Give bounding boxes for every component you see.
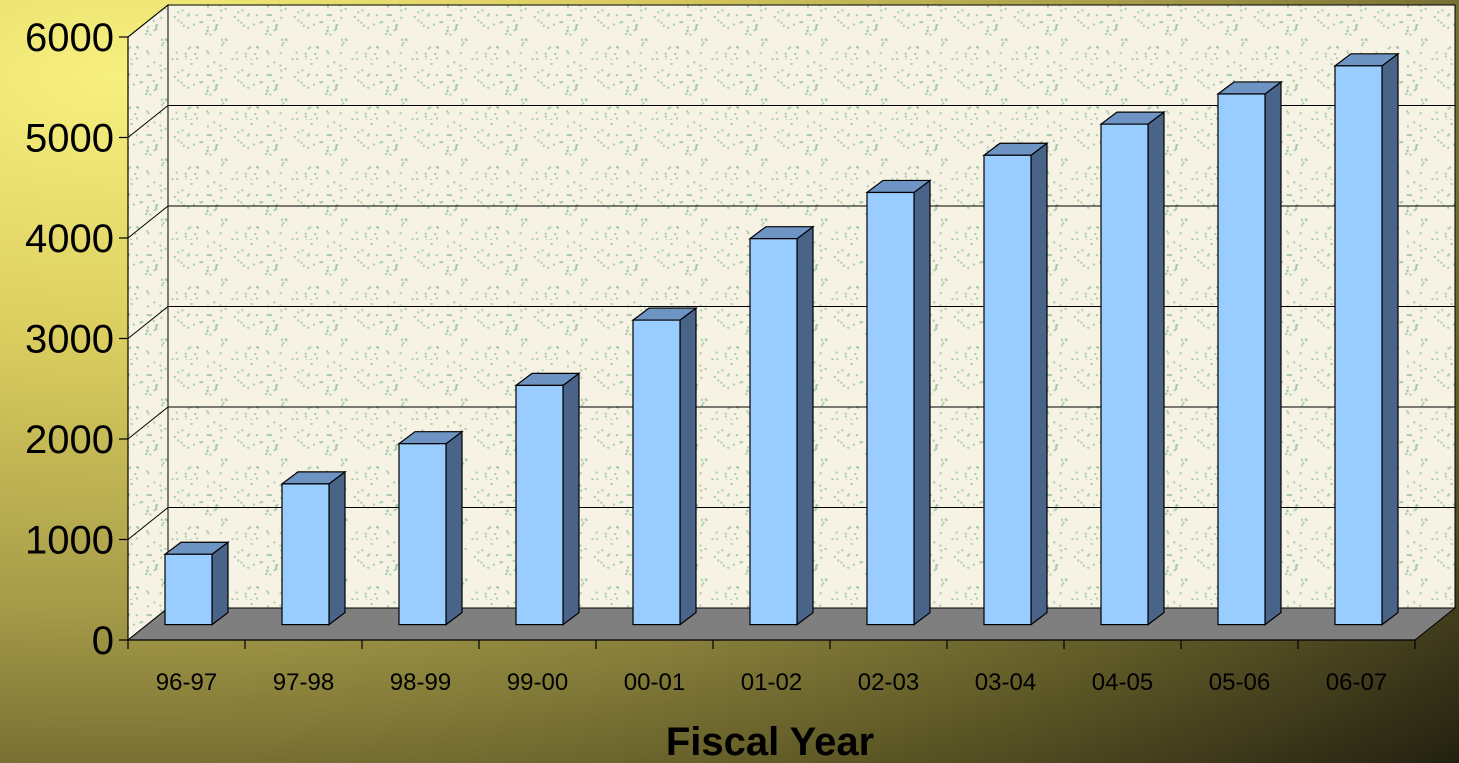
y-tick-label: 6000 [25, 16, 114, 60]
x-tick-label: 00-01 [624, 669, 685, 696]
y-tick-label: 1000 [25, 519, 114, 563]
bar-97-98 [280, 470, 347, 626]
bar-side [1381, 52, 1399, 626]
bar-side [679, 306, 697, 626]
bar-05-06 [1216, 80, 1283, 626]
bar-front [1217, 93, 1266, 626]
bar-front [398, 443, 447, 626]
x-tick-label: 05-06 [1209, 669, 1270, 696]
bar-side [1030, 142, 1048, 626]
bar-side [211, 541, 229, 626]
bar-98-99 [397, 430, 464, 626]
bar-02-03 [865, 179, 932, 626]
bar-03-04 [982, 142, 1049, 626]
bar-00-01 [631, 306, 698, 626]
y-tick-label: 4000 [25, 217, 114, 261]
y-tick-label: 5000 [25, 117, 114, 161]
bar-front [632, 319, 681, 626]
bar-side [913, 179, 931, 626]
y-tick-labels: 0 1000 2000 3000 4000 5000 6000 [25, 16, 114, 663]
gridline-side [127, 507, 169, 540]
x-tick-label: 06-07 [1326, 669, 1387, 696]
axes [119, 36, 1416, 649]
bar-side [1264, 80, 1282, 626]
gridline-side [127, 205, 169, 239]
bar-front [515, 384, 564, 626]
gridline-side [127, 406, 169, 440]
bar-side [1147, 110, 1165, 626]
gridline-side [127, 4, 169, 38]
y-tick-label: 2000 [25, 418, 114, 462]
bar-side [562, 372, 580, 626]
x-tick-label: 01-02 [741, 669, 802, 696]
bar-front [164, 553, 213, 626]
bar-side [796, 225, 814, 626]
bars [163, 52, 1400, 626]
bar-96-97 [163, 541, 230, 626]
bar-front [1334, 65, 1383, 626]
gridline-side [127, 105, 169, 138]
x-axis-label: Fiscal Year [666, 720, 874, 763]
x-tick-labels: 96-97 97-98 98-99 99-00 00-01 01-02 02-03 03-04… [156, 669, 1387, 696]
x-tick-label: 02-03 [858, 669, 919, 696]
bar-04-05 [1099, 110, 1166, 626]
bar-front [281, 483, 330, 626]
bar-front [749, 238, 798, 626]
y-tick-label: 3000 [25, 318, 114, 362]
bar-front [866, 191, 915, 626]
x-tick-label: 04-05 [1092, 669, 1153, 696]
bar-front [983, 154, 1032, 626]
bar-side [328, 470, 346, 626]
bar-front [1100, 123, 1149, 626]
bar-06-07 [1333, 52, 1400, 626]
x-tick-label: 03-04 [975, 669, 1036, 696]
bar-01-02 [748, 225, 815, 626]
x-tick-label: 96-97 [156, 669, 217, 696]
x-tick-label: 99-00 [507, 669, 568, 696]
x-tick-label: 98-99 [390, 669, 451, 696]
y-tick-label: 0 [92, 619, 114, 663]
bar-side [445, 430, 463, 626]
x-tick-label: 97-98 [273, 669, 334, 696]
bar-99-00 [514, 372, 581, 626]
gridline-side [127, 306, 169, 339]
